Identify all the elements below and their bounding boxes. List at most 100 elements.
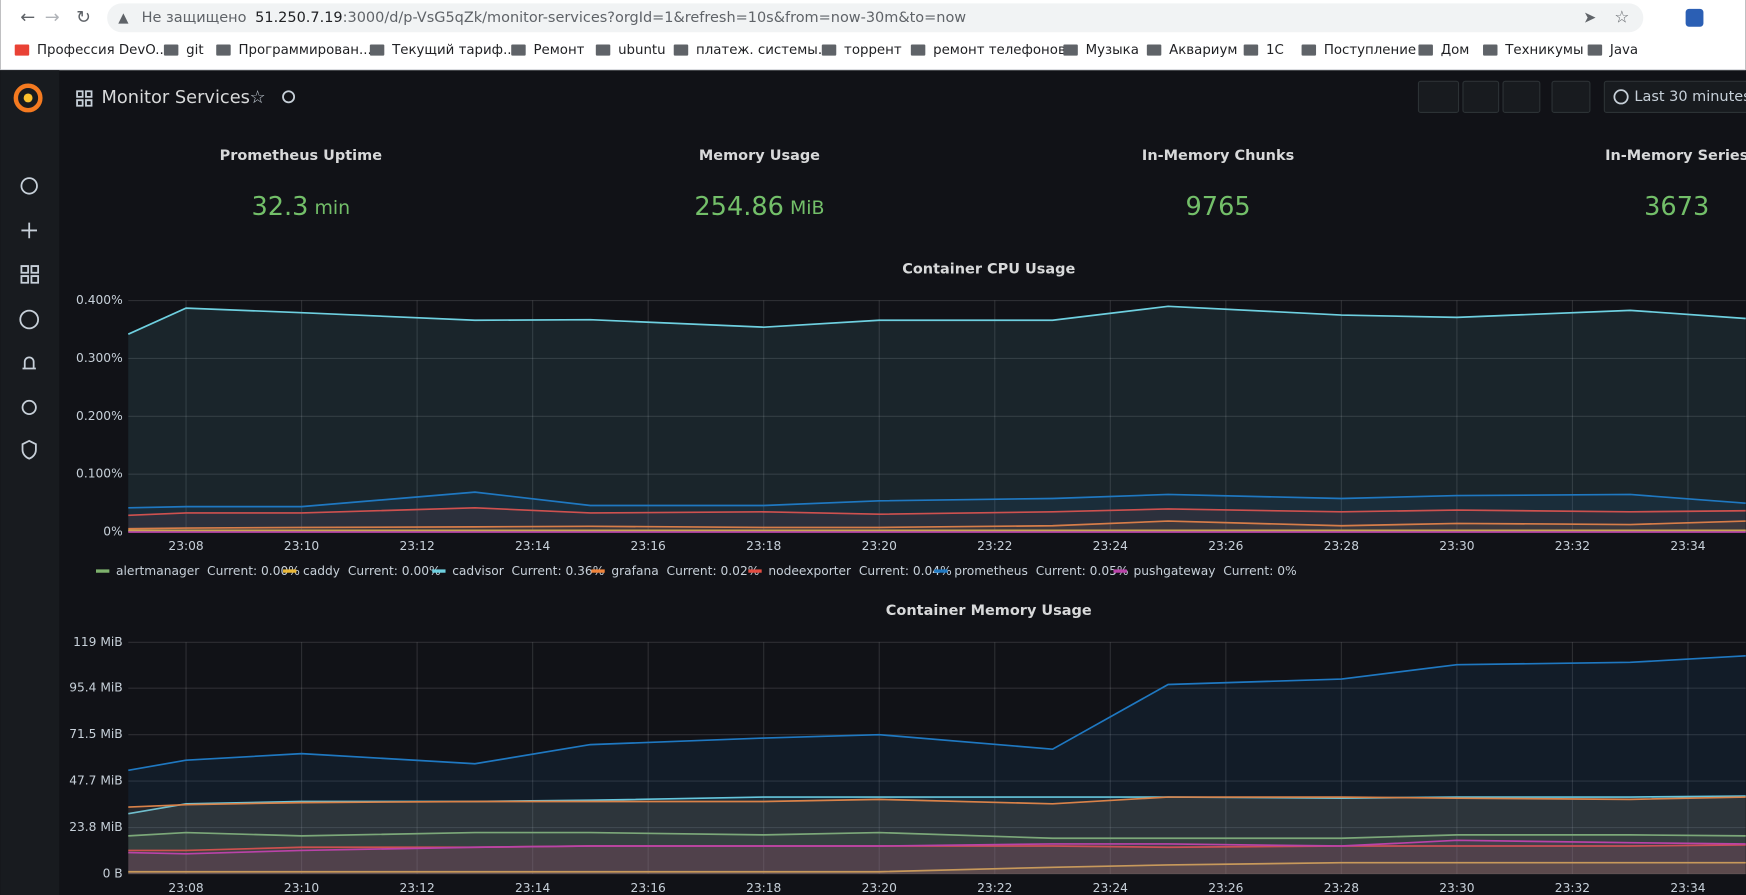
y-tick-label: 0% — [103, 525, 122, 539]
legend-entry[interactable]: caddy Current: 0.00% — [303, 564, 441, 578]
url: 51.250.7.19:3000/d/p-VsG5qZk/monitor-ser… — [255, 10, 966, 26]
tv-mode-button[interactable] — [1551, 80, 1591, 113]
bookmark[interactable]: торрент — [844, 43, 902, 58]
y-tick-label: 47.7 MiB — [69, 774, 122, 788]
bookmark[interactable]: Поступление — [1324, 43, 1416, 58]
series-area — [128, 655, 1746, 874]
series-line — [128, 795, 1746, 815]
search-icon[interactable] — [20, 177, 38, 195]
bookmark[interactable]: Программирован... — [238, 43, 371, 58]
x-tick-label: 23:28 — [1324, 539, 1359, 553]
bookmark[interactable]: git — [186, 43, 203, 58]
legend-entry[interactable]: prometheus Current: 0.05% — [954, 564, 1128, 578]
legend-entry[interactable]: nodeexporter Current: 0.04% — [768, 564, 951, 578]
legend-name: nodeexporter — [768, 564, 852, 578]
legend-entry[interactable]: alertmanager Current: 0.00% — [116, 564, 300, 578]
series-line — [127, 305, 1746, 335]
star-button[interactable]: ☆ — [250, 87, 266, 108]
url-host: 51.250.7.19 — [255, 10, 342, 26]
x-tick-label: 23:16 — [631, 539, 666, 553]
legend-gap — [1215, 564, 1223, 578]
time-range: Last 30 minutes — [1634, 89, 1746, 105]
bookmark[interactable]: Ремонт — [533, 43, 584, 58]
dashboard-title[interactable]: Monitor Services — [102, 87, 250, 108]
x-tick-label: 23:24 — [1093, 881, 1128, 895]
legend-entry[interactable]: cadvisor Current: 0.36% — [452, 564, 604, 578]
x-tick-label: 23:30 — [1439, 539, 1474, 553]
x-tick-label: 23:10 — [284, 539, 319, 553]
bookmark[interactable]: Аквариум — [1169, 43, 1237, 58]
stat-number: 32.3 — [251, 192, 308, 222]
legend-entry[interactable]: pushgateway Current: 0% — [1133, 564, 1296, 578]
bookmark[interactable]: Техникумы — [1504, 43, 1583, 58]
share-button[interactable] — [282, 90, 296, 104]
x-tick-label: 23:12 — [399, 881, 434, 895]
shield-icon[interactable] — [21, 439, 37, 460]
reload-button[interactable]: ↻ — [76, 7, 91, 28]
folder-icon — [1146, 44, 1162, 56]
address-bar[interactable] — [107, 3, 1644, 33]
stat-title: Prometheus Uptime — [220, 148, 383, 164]
legend-current: Current: 0.05% — [1036, 564, 1129, 578]
stat-value: 32.3 min — [251, 192, 350, 222]
x-tick-label: 23:14 — [515, 539, 550, 553]
dashboards-icon[interactable] — [20, 265, 40, 284]
back-button[interactable]: ← — [20, 7, 35, 28]
legend-gap — [659, 564, 667, 578]
folder-icon — [673, 44, 689, 56]
folder-icon — [1483, 44, 1498, 56]
add-panel-button[interactable] — [1417, 80, 1460, 113]
settings-icon[interactable] — [21, 399, 37, 415]
chart-title: Container CPU Usage — [902, 261, 1075, 277]
dashboard-icon — [76, 90, 93, 107]
stat-value: 3673 — [1644, 192, 1709, 222]
legend-swatch — [934, 569, 948, 573]
folder-icon — [14, 44, 30, 56]
save-button[interactable] — [1462, 80, 1500, 113]
bookmark[interactable]: ubuntu — [618, 43, 666, 58]
x-tick-label: 23:34 — [1670, 539, 1705, 553]
grafana-logo[interactable] — [13, 83, 43, 113]
forward-button[interactable]: → — [45, 7, 60, 28]
series-line — [128, 831, 1746, 840]
y-tick-label: 0.400% — [76, 293, 123, 307]
bookmark[interactable]: 1С — [1266, 43, 1284, 58]
share-icon[interactable]: ➤ — [1583, 8, 1596, 26]
y-tick-label: 0.100% — [76, 467, 123, 481]
bookmark[interactable]: Дом — [1441, 43, 1470, 58]
folder-icon — [821, 44, 837, 56]
bookmark[interactable]: Java — [1609, 43, 1638, 58]
bookmark[interactable]: платеж. системы... — [696, 43, 831, 58]
extension-icon[interactable] — [1685, 8, 1704, 27]
x-tick-label: 23:22 — [977, 881, 1012, 895]
explore-icon[interactable] — [19, 309, 40, 330]
legend-swatch — [591, 569, 605, 573]
x-tick-label: 23:16 — [631, 881, 666, 895]
bookmarks-bar: Профессия DevO... git Программирован... Тек… — [14, 43, 1638, 58]
series-line — [128, 491, 1746, 509]
y-tick-label: 0 B — [103, 866, 123, 880]
alerting-icon[interactable] — [22, 356, 36, 370]
bookmark[interactable]: Музыка — [1086, 43, 1139, 58]
x-tick-label: 23:08 — [168, 881, 203, 895]
bookmark[interactable]: Текущий тариф... — [391, 43, 516, 58]
series-line — [128, 861, 1746, 873]
y-tick-label: 119 MiB — [73, 635, 123, 649]
bookmark[interactable]: Профессия DevO... — [37, 43, 168, 58]
bookmark-star[interactable]: ☆ — [1614, 7, 1629, 26]
create-icon[interactable] — [21, 222, 37, 239]
settings-button[interactable] — [1502, 80, 1541, 113]
legend-name: cadvisor — [452, 564, 504, 578]
y-tick-label: 23.8 MiB — [69, 820, 122, 834]
legend-name: alertmanager — [116, 564, 200, 578]
time-picker[interactable] — [1603, 80, 1746, 113]
dashboard-panels: Prometheus Uptime 32.3 min Memory Usage 254… — [69, 148, 1746, 895]
legend-entry[interactable]: grafana Current: 0.02% — [611, 564, 759, 578]
stat-number: 3673 — [1644, 192, 1709, 222]
folder-icon — [1418, 44, 1433, 56]
stat-unit: min — [315, 197, 351, 219]
folder-icon — [511, 44, 526, 56]
bookmark[interactable]: ремонт телефонов — [933, 43, 1066, 58]
